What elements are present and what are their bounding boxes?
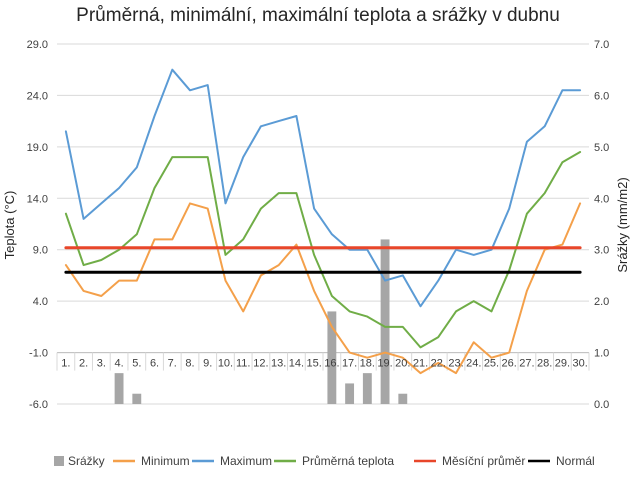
y-axis-ticks: 29.0 24.0 19.0 14.0 9.0 4.0 -1.0 -6.0: [27, 39, 48, 411]
series-line-maximum: [64, 68, 582, 308]
x-tick-label: 3.: [97, 358, 106, 370]
legend-label: Měsíční průměr: [442, 454, 525, 468]
legend-label: Průměrná teplota: [302, 454, 394, 468]
x-tick-label: 18.: [360, 358, 375, 370]
x-tick-label: 5.: [132, 358, 141, 370]
y-tick-label: 9.0: [33, 245, 48, 257]
x-tick-label: 14.: [289, 358, 304, 370]
x-tick-label: 25.: [484, 358, 499, 370]
legend-label: Srážky: [68, 454, 105, 468]
x-tick-label: 10.: [218, 358, 233, 370]
y2-tick-label: 6.0: [594, 90, 609, 102]
legend-label: Normál: [556, 454, 595, 468]
x-tick-label: 28.: [537, 358, 552, 370]
legend: Srážky Minimum Maximum Průměrná teplota Měsí…: [54, 454, 595, 468]
bar: [114, 373, 124, 404]
y-tick-label: 19.0: [27, 142, 48, 154]
x-tick-label: 29.: [555, 358, 570, 370]
x-axis-ticks: 1. 2. 3. 4. 5. 6. 7. 8. 9. 10. 11. 12. 13. 14. 15. 16. 1…: [61, 358, 588, 370]
y2-axis-label: Srážky (mm/m2): [615, 177, 630, 272]
y2-tick-label: 4.0: [594, 193, 609, 205]
y2-tick-label: 3.0: [594, 245, 609, 257]
x-tick-label: 13.: [271, 358, 286, 370]
y-tick-label: 29.0: [27, 39, 48, 51]
x-tick-label: 23.: [448, 358, 463, 370]
y-tick-label: -6.0: [29, 399, 48, 411]
bar: [398, 393, 408, 404]
x-tick-label: 6.: [150, 358, 159, 370]
x-tick-label: 20.: [395, 358, 410, 370]
x-tick-label: 8.: [185, 358, 194, 370]
bar: [380, 239, 390, 404]
x-tick-label: 15.: [306, 358, 321, 370]
x-tick-label: 22.: [431, 358, 446, 370]
bar: [132, 393, 142, 404]
x-tick-label: 1.: [61, 358, 70, 370]
x-tick-label: 9.: [203, 358, 212, 370]
x-tick-label: 2.: [79, 358, 88, 370]
y-tick-label: 14.0: [27, 193, 48, 205]
y2-tick-label: 7.0: [594, 39, 609, 51]
x-tick-label: 26.: [502, 358, 517, 370]
y2-tick-label: 5.0: [594, 142, 609, 154]
series-line-minimum: [64, 202, 582, 375]
x-tick-label: 17.: [342, 358, 357, 370]
bar: [327, 311, 337, 404]
x-tick-label: 19.: [377, 358, 392, 370]
x-tick-label: 16.: [324, 358, 339, 370]
x-tick-label: 4.: [114, 358, 123, 370]
x-tick-label: 11.: [236, 358, 250, 370]
x-tick-label: 27.: [519, 358, 534, 370]
bar: [345, 383, 355, 404]
x-tick-label: 24.: [466, 358, 481, 370]
line-series: [64, 68, 582, 375]
series-line-pr-m-rn-teplota: [64, 151, 582, 349]
legend-label: Minimum: [141, 454, 190, 468]
legend-label: Maximum: [220, 454, 272, 468]
x-tick-label: 7.: [168, 358, 177, 370]
x-tick-label: 30.: [572, 358, 587, 370]
y2-axis-ticks: 7.0 6.0 5.0 4.0 3.0 2.0 1.0 0.0: [594, 39, 609, 411]
bar: [362, 373, 372, 404]
y-tick-label: -1.0: [29, 348, 48, 360]
x-tick-label: 21.: [413, 358, 428, 370]
y2-tick-label: 0.0: [594, 399, 609, 411]
y2-tick-label: 1.0: [594, 348, 609, 360]
legend-swatch: [54, 456, 64, 466]
bar-series: [114, 239, 408, 404]
category-separators: [56, 352, 590, 371]
y-axis-label: Teplota (°C): [2, 191, 17, 260]
y-tick-label: 24.0: [27, 90, 48, 102]
x-tick-label: 12.: [253, 358, 268, 370]
y2-tick-label: 2.0: [594, 296, 609, 308]
chart-title: Průměrná, minimální, maximální teplota a…: [76, 5, 560, 26]
y-tick-label: 4.0: [33, 296, 48, 308]
